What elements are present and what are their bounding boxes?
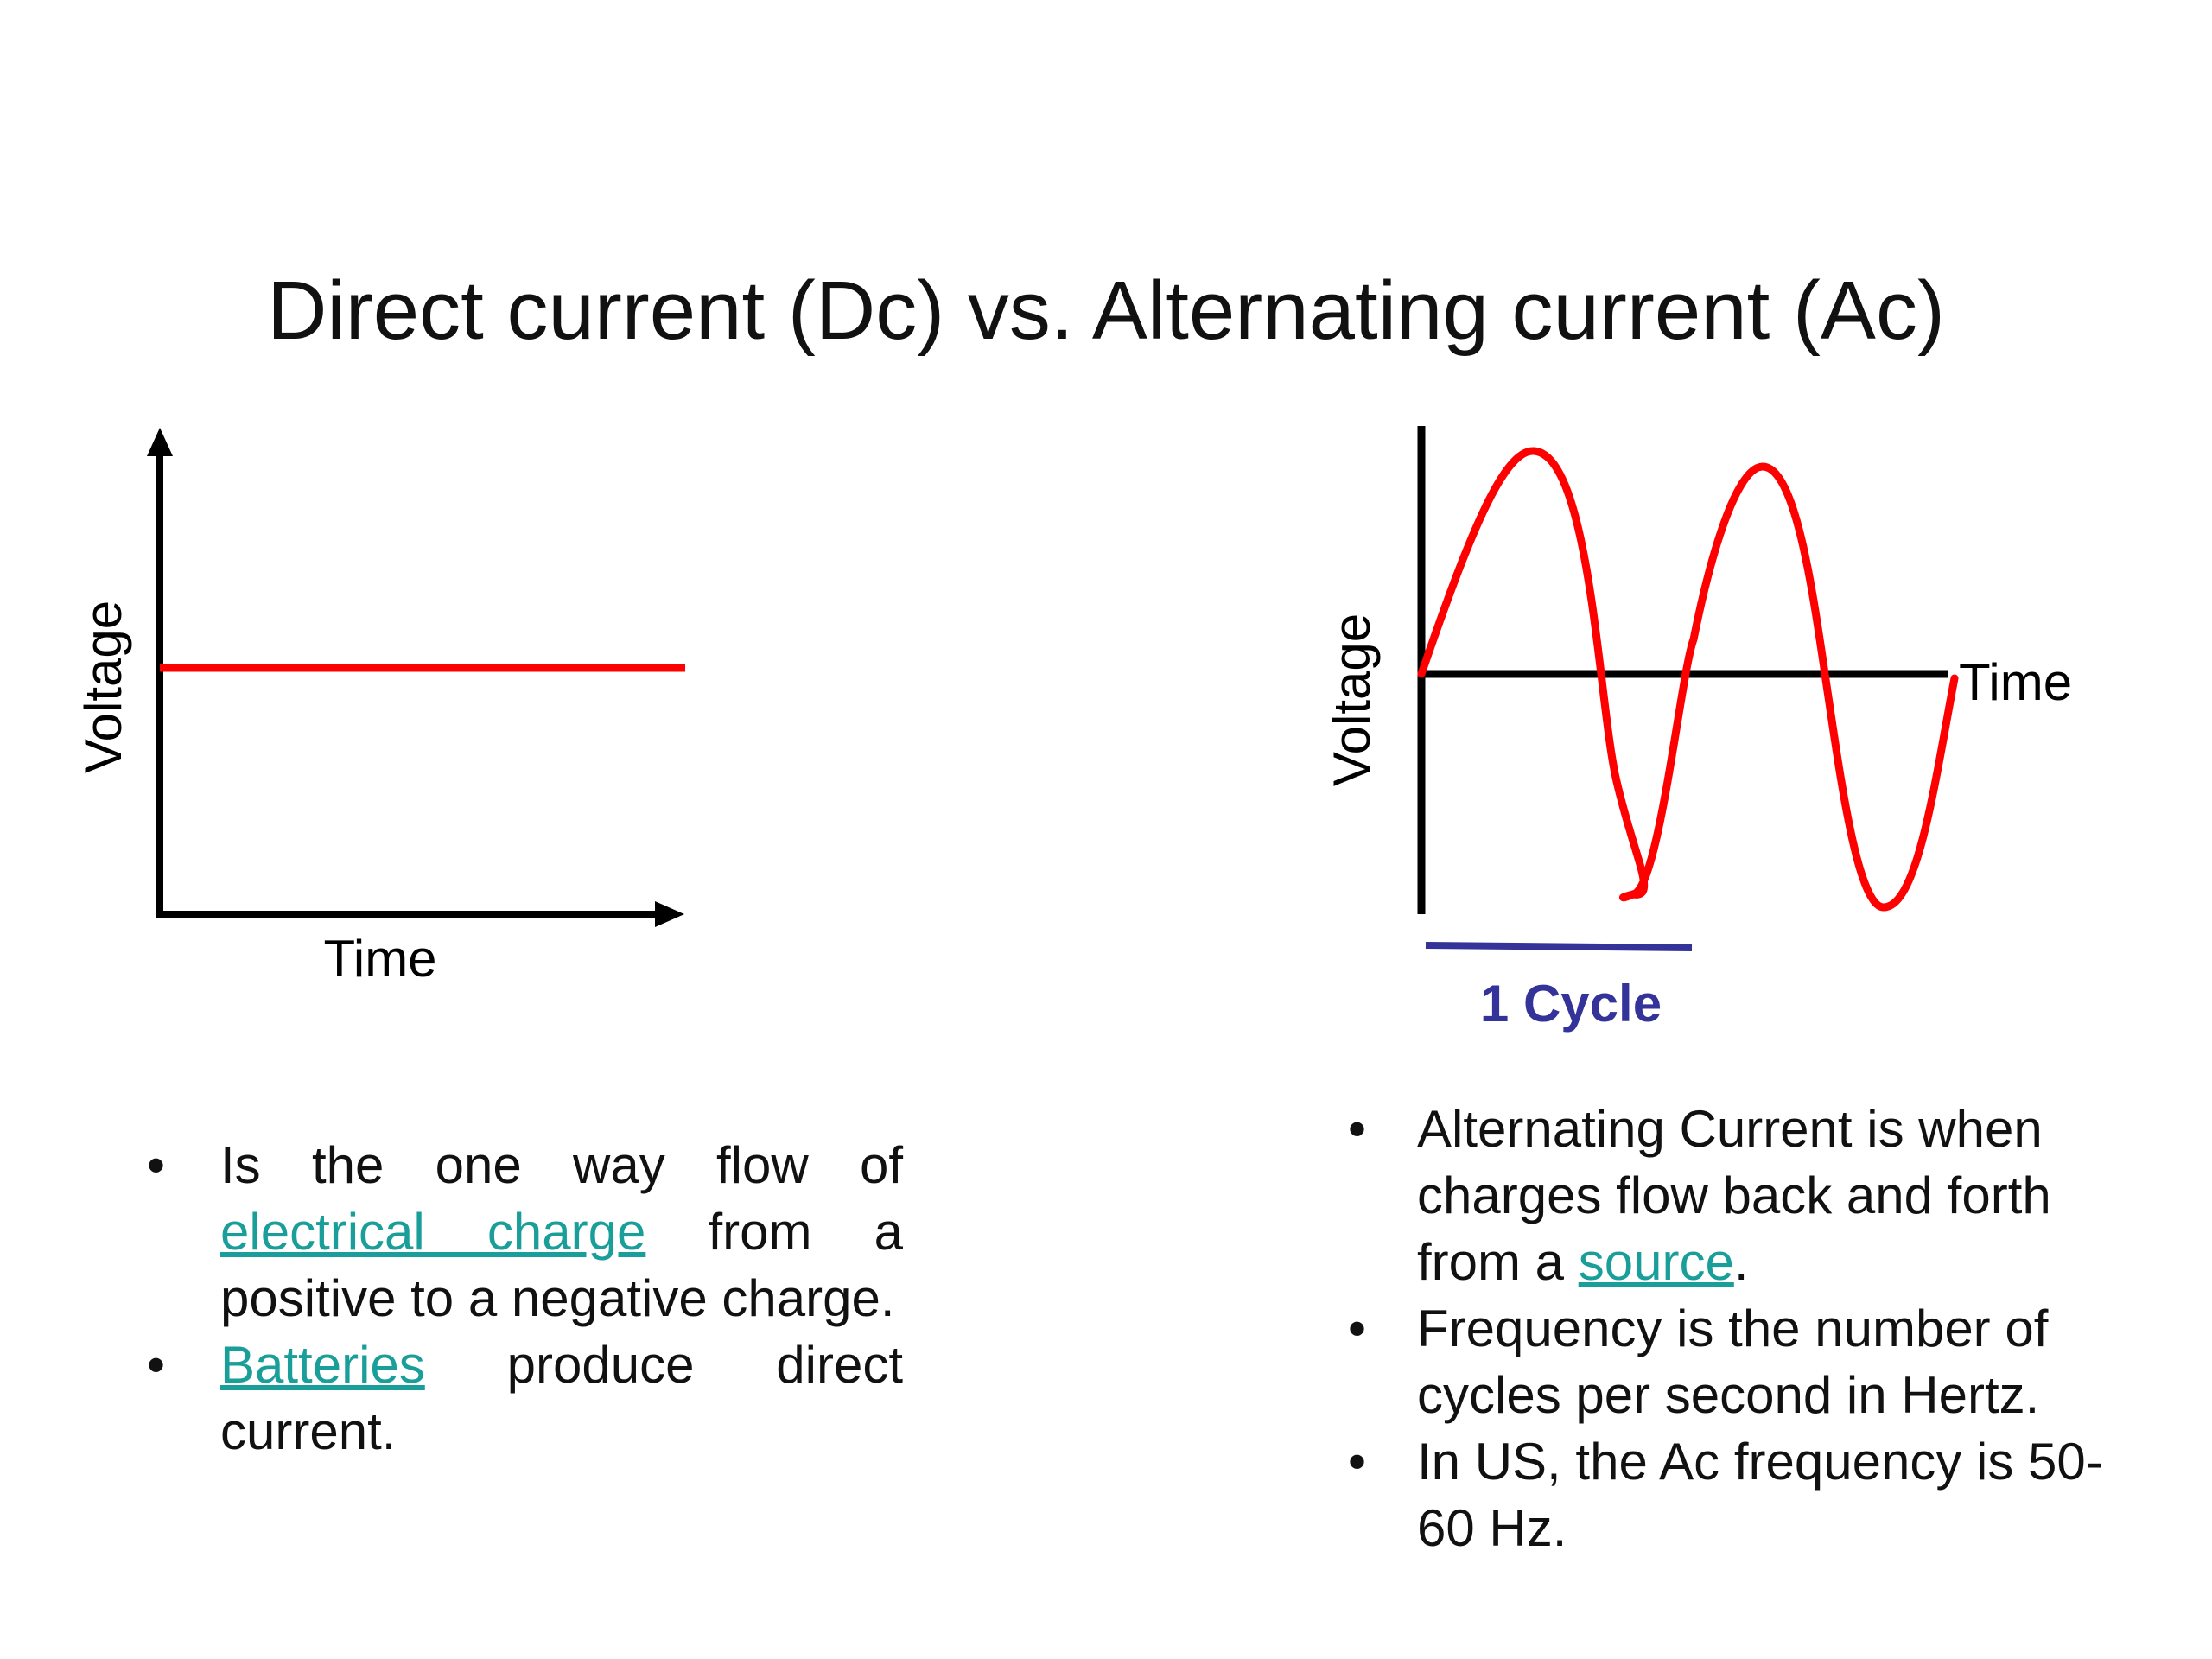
dc-bullet-flow-text-end: from a positive to a negative charge.: [220, 1203, 903, 1327]
bullet-dot: •: [147, 1336, 166, 1394]
ac-bullet-frequency-text: Frequency is the number of cycles per se…: [1417, 1300, 2049, 1424]
ac-cycle-bar: [1425, 942, 1693, 951]
dc-y-axis-arrowhead: [147, 428, 173, 456]
ac-bullet-us-frequency: • In US, the Ac frequency is 50-60 Hz.: [1348, 1428, 2126, 1561]
source-link[interactable]: source: [1578, 1233, 1734, 1291]
electrical-charge-link[interactable]: electrical charge: [220, 1203, 646, 1261]
bullet-dot: •: [147, 1136, 166, 1194]
ac-bullet-definition: • Alternating Current is when charges flo…: [1348, 1096, 2126, 1295]
slide-title: Direct current (Dc) vs. Alternating curr…: [267, 264, 1945, 357]
ac-bullet-us-frequency-text: In US, the Ac frequency is 50-60 Hz.: [1417, 1433, 2103, 1557]
bullet-dot: •: [1348, 1433, 1367, 1491]
dc-bullet-flow: • Is the one way flow of electrical charg…: [147, 1132, 903, 1332]
ac-bullet-definition-text-end: .: [1733, 1233, 1749, 1291]
dc-y-axis-label: Voltage: [74, 601, 132, 773]
ac-sine-wave: [1417, 447, 1959, 912]
batteries-link[interactable]: Batteries: [220, 1336, 425, 1394]
ac-y-axis-label: Voltage: [1323, 613, 1381, 786]
ac-chart: Voltage Time 1 Cycle: [1323, 426, 2072, 1033]
dc-bullet-flow-text-start: Is the one way flow of: [220, 1136, 903, 1194]
dc-bullet-batteries-text: produce direct current.: [220, 1336, 903, 1460]
ac-x-axis-label: Time: [1959, 653, 2072, 711]
dc-x-axis-label: Time: [323, 930, 436, 988]
bullet-dot: •: [1348, 1300, 1367, 1357]
ac-bullet-frequency: • Frequency is the number of cycles per s…: [1348, 1295, 2126, 1428]
dc-chart: Voltage Time: [74, 428, 685, 988]
dc-x-axis-arrowhead: [655, 901, 684, 927]
dc-bullet-list: • Is the one way flow of electrical charg…: [147, 1132, 903, 1465]
ac-bullet-definition-text-start: Alternating Current is when charges flow…: [1417, 1100, 2051, 1291]
ac-cycle-label: 1 Cycle: [1480, 975, 1662, 1033]
ac-bullet-list: • Alternating Current is when charges flo…: [1348, 1096, 2126, 1561]
bullet-dot: •: [1348, 1100, 1367, 1158]
dc-bullet-batteries: • Batteries produce direct current.: [147, 1332, 903, 1465]
